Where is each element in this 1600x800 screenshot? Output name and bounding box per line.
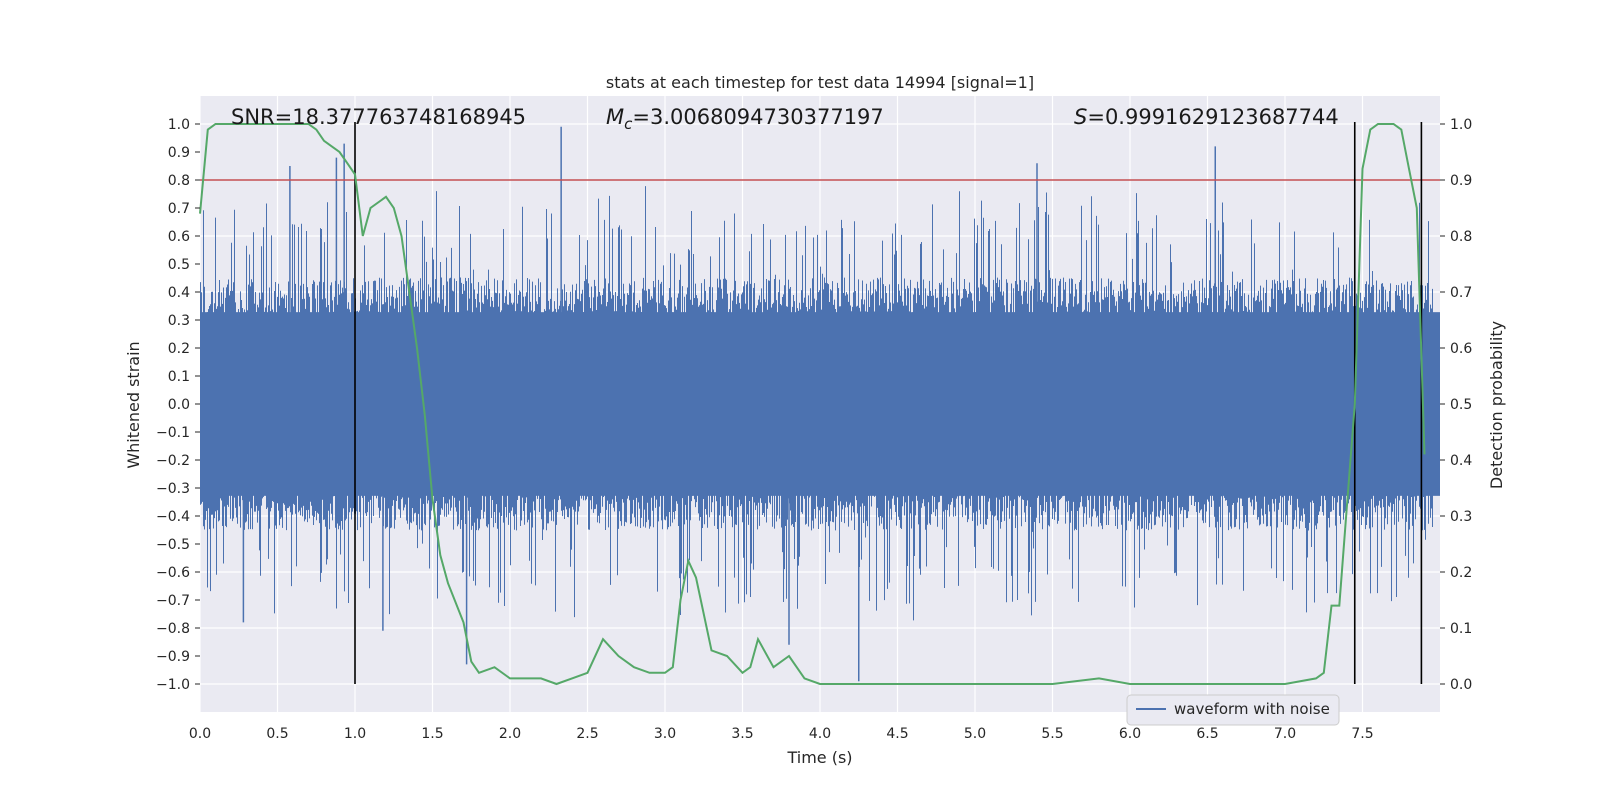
- x-axis-label: Time (s): [786, 748, 852, 767]
- s-annotation: S=0.9991629123687744: [1074, 105, 1339, 129]
- x-tick-label: 7.0: [1274, 726, 1296, 742]
- x-tick-label: 1.5: [421, 726, 443, 742]
- x-tick-label: 4.5: [886, 726, 908, 742]
- y-tick-label: 0.7: [168, 201, 190, 217]
- legend-label: waveform with noise: [1174, 700, 1330, 718]
- y-axis-label: Whitened strain: [124, 341, 143, 468]
- y2-tick-label: 0.2: [1450, 565, 1472, 581]
- y-tick-label: −0.2: [156, 453, 190, 469]
- y2-tick-label: 0.3: [1450, 509, 1472, 525]
- x-tick-label: 1.0: [344, 726, 366, 742]
- probability-series: [199, 123, 1426, 686]
- y-tick-label: 0.0: [168, 397, 190, 413]
- y-tick-label: 0.3: [168, 313, 190, 329]
- x-tick-label: 3.0: [654, 726, 676, 742]
- mc-annotation: Mc=3.0068094730377197: [606, 105, 884, 133]
- y-tick-label: −0.6: [156, 565, 190, 581]
- y2-tick-label: 0.1: [1450, 621, 1472, 637]
- x-tick-label: 4.0: [809, 726, 831, 742]
- x-tick-label: 5.0: [964, 726, 986, 742]
- x-tick-label: 2.5: [576, 726, 598, 742]
- y-tick-label: 0.6: [168, 229, 190, 245]
- y2-tick-label: 0.8: [1450, 229, 1472, 245]
- y2-axis-label: Detection probability: [1487, 321, 1506, 489]
- x-tick-label: 7.5: [1351, 726, 1373, 742]
- y-tick-label: −0.8: [156, 621, 190, 637]
- y-tick-label: −1.0: [156, 677, 190, 693]
- y-tick-label: 0.9: [168, 145, 190, 161]
- chart-title: stats at each timestep for test data 149…: [606, 73, 1034, 92]
- x-tick-label: 6.5: [1196, 726, 1218, 742]
- y-tick-label: 0.1: [168, 369, 190, 385]
- x-tick-label: 5.5: [1041, 726, 1063, 742]
- y2-tick-label: 0.6: [1450, 341, 1472, 357]
- snr-annotation: SNR=18.377763748168945: [231, 105, 526, 129]
- y-tick-label: 0.2: [168, 341, 190, 357]
- x-tick-label: 2.0: [499, 726, 521, 742]
- probability-line: [199, 123, 1426, 686]
- y-tick-label: −0.1: [156, 425, 190, 441]
- y-tick-label: 1.0: [168, 117, 190, 133]
- y2-tick-label: 0.9: [1450, 173, 1472, 189]
- y-tick-label: 0.8: [168, 173, 190, 189]
- y-tick-label: −0.9: [156, 649, 190, 665]
- x-axis: 0.0 0.5 1.0 1.5 2.0 2.5 3.0 3.5 4.0 4.5 5.0 5.5 6.0 6…: [189, 726, 1374, 742]
- y2-tick-label: 0.0: [1450, 677, 1472, 693]
- y-axis-left: 1.0 0.9 0.8 0.7 0.6 0.5 0.4 0.3 0.2 0.1 0.0 −0.1 −0.…: [156, 117, 200, 693]
- x-tick-label: 6.0: [1119, 726, 1141, 742]
- x-tick-label: 0.0: [189, 726, 211, 742]
- y-tick-label: −0.5: [156, 537, 190, 553]
- x-tick-label: 0.5: [266, 726, 288, 742]
- y-tick-label: 0.4: [168, 285, 190, 301]
- legend-box: [1126, 694, 1340, 726]
- y2-tick-label: 0.7: [1450, 285, 1472, 301]
- x-tick-label: 3.5: [731, 726, 753, 742]
- y2-tick-label: 0.5: [1450, 397, 1472, 413]
- legend: waveform with noise: [1126, 694, 1340, 726]
- y-tick-label: −0.7: [156, 593, 190, 609]
- y-axis-right: 1.0 0.9 0.8 0.7 0.6 0.5 0.4 0.3 0.2 0.1 0.0: [1440, 117, 1472, 693]
- y-tick-label: −0.3: [156, 481, 190, 497]
- y-tick-label: −0.4: [156, 509, 190, 525]
- y-tick-label: 0.5: [168, 257, 190, 273]
- y2-tick-label: 1.0: [1450, 117, 1472, 133]
- overlays: [200, 122, 1440, 684]
- y2-tick-label: 0.4: [1450, 453, 1472, 469]
